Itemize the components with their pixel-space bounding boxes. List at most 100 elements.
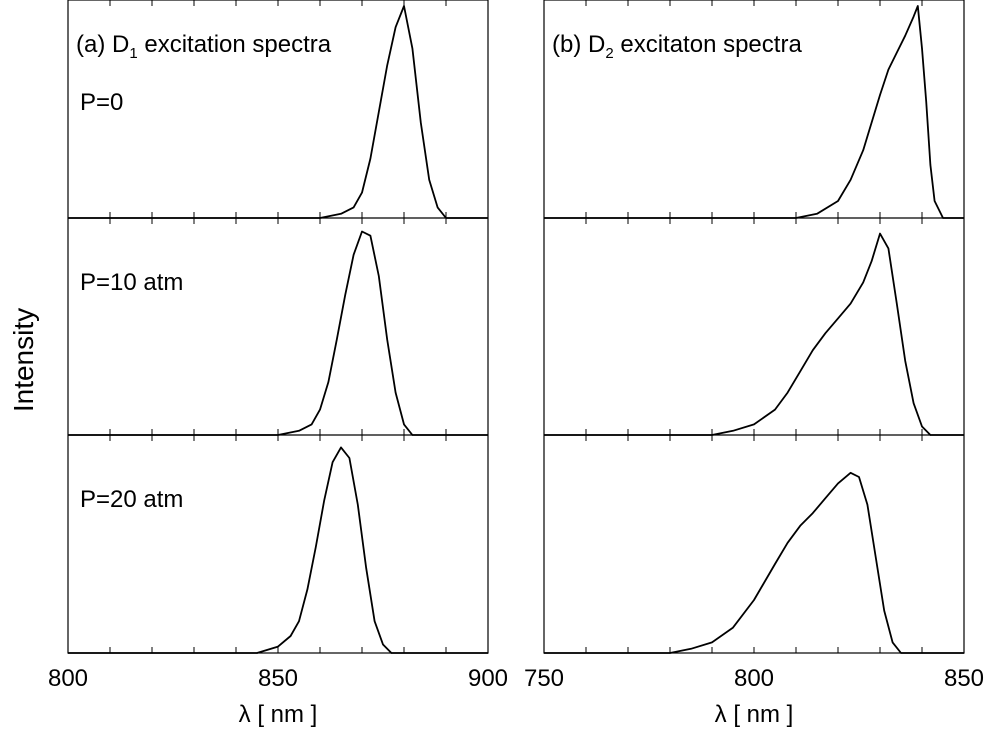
data-point [378,111,380,113]
data-point [365,567,367,569]
data-point [277,646,279,648]
data-point [862,281,864,283]
x-tick-label: 850 [944,665,984,692]
data-point [942,217,944,219]
data-point [361,191,363,194]
data-point [315,546,317,548]
data-point [812,512,814,514]
data-point [348,457,350,459]
spectrum-line-right-2 [544,232,964,436]
data-point [892,641,894,644]
data-point [879,233,881,235]
data-point [921,47,923,50]
x-tick-label: 850 [258,665,298,692]
data-point [369,158,371,160]
chart-frame-left [67,0,489,654]
pressure-label: P=10 atm [80,269,183,296]
data-point [887,69,890,71]
data-point [799,525,801,527]
pressure-label: P=20 atm [80,486,183,513]
data-point [883,610,885,612]
pressure-label: P=0 [80,89,123,116]
data-point [306,588,308,591]
data-point [913,16,915,18]
data-point [732,430,734,432]
x-tick-label: 750 [524,665,564,692]
data-point [871,260,873,262]
data-point [774,408,776,411]
data-point [428,179,430,181]
data-point [298,620,300,622]
data-point [690,648,692,650]
data-point [858,476,860,478]
data-point [327,381,329,383]
data-point [900,652,902,654]
data-point [323,499,325,501]
data-point [353,206,355,208]
data-point [875,557,877,559]
data-point [850,302,852,305]
data-point [896,52,898,54]
data-point [420,122,422,124]
data-point [386,64,388,66]
data-point [390,652,392,654]
data-point [887,247,890,250]
data-point [787,542,789,544]
data-point [879,94,881,96]
spectrum-line-left-2 [68,230,488,436]
data-point [921,425,923,428]
data-point [332,461,334,463]
data-point [904,35,906,37]
x-tick-label: 800 [734,665,774,692]
data-point [795,217,797,219]
data-point [395,26,397,28]
data-point [934,200,936,202]
data-point [256,652,258,654]
data-point [311,423,313,425]
panel-title: (b) D2 excitaton spectra [552,31,802,62]
data-point [753,599,755,601]
data-point [357,504,359,506]
data-point [753,423,755,425]
data-point [774,563,776,565]
x-tick-label: 800 [48,665,88,692]
data-point [378,275,380,277]
data-point [913,402,915,404]
data-point [816,213,818,215]
data-point [866,504,869,506]
spectrum-line-right-3 [544,471,964,654]
data-point [411,434,413,436]
data-point [824,332,827,334]
data-point [277,434,279,436]
data-point [917,5,919,7]
data-point [395,392,397,394]
data-point [319,408,321,411]
data-point [812,349,814,351]
data-point [925,100,927,102]
data-point [904,360,906,362]
x-axis-title-right: λ [ nm ] [715,701,794,728]
data-point [340,446,342,448]
data-point [374,620,376,622]
data-point [837,317,839,319]
data-point [837,482,839,484]
spectrum-line-left-3 [68,446,488,654]
data-point [340,213,342,215]
data-point [850,472,852,474]
data-point [344,294,346,296]
data-point [290,635,292,637]
data-point [824,497,827,499]
data-point [437,206,439,208]
panel-title: (a) D1 excitation spectra [76,31,332,62]
data-point [361,230,363,233]
data-point [319,217,321,219]
data-point [386,339,388,341]
data-point [732,626,734,629]
data-point [787,392,789,394]
data-point [929,434,932,436]
data-point [669,652,671,654]
data-point [711,641,713,644]
data-point [369,235,371,237]
data-point [403,5,405,7]
